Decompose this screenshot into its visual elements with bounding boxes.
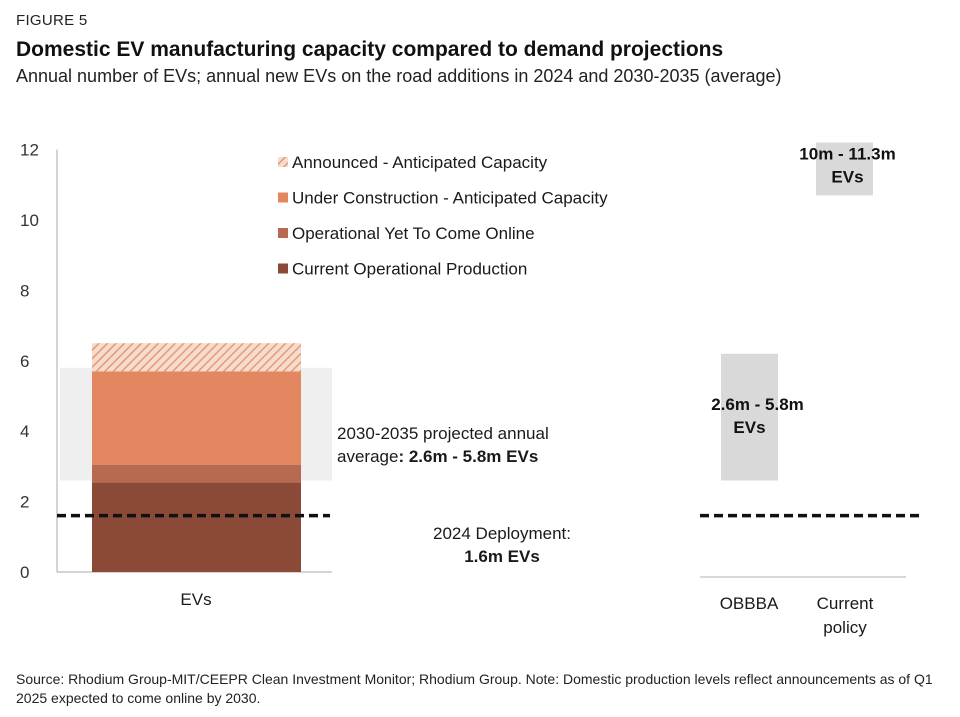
range-box-1	[721, 353, 778, 481]
legend-label-under_construction: Under Construction - Anticipated Capacit…	[292, 189, 608, 208]
chart-subtitle: Annual number of EVs; annual new EVs on …	[16, 66, 782, 86]
legend-swatch-under_construction	[278, 192, 288, 203]
chart-title: Domestic EV manufacturing capacity compa…	[16, 38, 724, 61]
figure-label: FIGURE 5	[16, 12, 88, 29]
scenario-label-2-line2: policy	[823, 618, 867, 637]
bar-segment-3	[92, 371, 301, 465]
projection-annotation-line2: average: 2.6m - 5.8m EVs	[337, 447, 538, 466]
bar-segment-1	[92, 482, 301, 572]
x-label-evs: EVs	[180, 590, 211, 609]
y-tick-label: 0	[20, 563, 29, 582]
range-box-2	[816, 142, 873, 196]
projection-annotation-value: : 2.6m - 5.8m EVs	[398, 447, 538, 466]
source-note: Source: Rhodium Group-MIT/CEEPR Clean In…	[16, 671, 933, 706]
projection-annotation-prefix: average	[337, 447, 398, 466]
projection-annotation-line1: 2030-2035 projected annual	[337, 424, 549, 443]
y-tick-label: 2	[20, 493, 29, 512]
scenario-label-1-line1: OBBBA	[720, 594, 779, 613]
legend-swatch-announced	[278, 157, 288, 167]
legend-swatch-operational_yet	[278, 228, 288, 238]
legend-label-current: Current Operational Production	[292, 260, 527, 279]
deployment-annotation-line1: 2024 Deployment:	[433, 524, 571, 543]
range-label-1-line1: 2.6m - 5.8m	[711, 395, 804, 414]
y-tick-label: 6	[20, 352, 29, 371]
y-tick-label: 10	[20, 211, 39, 230]
legend-swatch-current	[278, 263, 288, 274]
bar-segment-2	[92, 464, 301, 483]
y-tick-label: 12	[20, 141, 39, 160]
y-tick-label: 4	[20, 422, 29, 441]
y-tick-label: 8	[20, 281, 29, 300]
legend-label-operational_yet: Operational Yet To Come Online	[292, 224, 535, 243]
range-label-1-line2: EVs	[733, 418, 765, 437]
range-label-2-line2: EVs	[831, 168, 863, 187]
scenario-label-2-line1: Current	[817, 594, 874, 613]
range-label-2-line1: 10m - 11.3m	[799, 145, 895, 164]
deployment-annotation-line2: 1.6m EVs	[464, 547, 540, 566]
bar-segment-4	[92, 343, 301, 372]
legend-label-announced: Announced - Anticipated Capacity	[292, 153, 548, 172]
